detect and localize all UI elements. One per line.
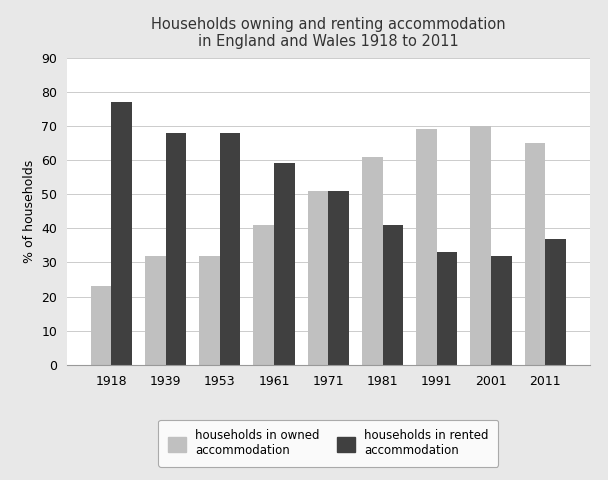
Bar [308,191,328,365]
Bar [91,286,111,365]
Bar [471,126,491,365]
Y-axis label: % of households: % of households [22,159,36,263]
Bar [545,239,566,365]
Bar [220,132,240,365]
Bar [491,255,512,365]
Bar [382,225,403,365]
Bar [274,163,295,365]
Bar [145,255,165,365]
Title: Households owning and renting accommodation
in England and Wales 1918 to 2011: Households owning and renting accommodat… [151,17,506,49]
Bar [416,129,437,365]
Bar [254,225,274,365]
Bar [199,255,220,365]
Legend: households in owned
accommodation, households in rented
accommodation: households in owned accommodation, house… [158,420,499,467]
Bar [437,252,457,365]
Bar [328,191,349,365]
Bar [111,102,132,365]
Bar [165,132,186,365]
Bar [525,143,545,365]
Bar [362,156,382,365]
